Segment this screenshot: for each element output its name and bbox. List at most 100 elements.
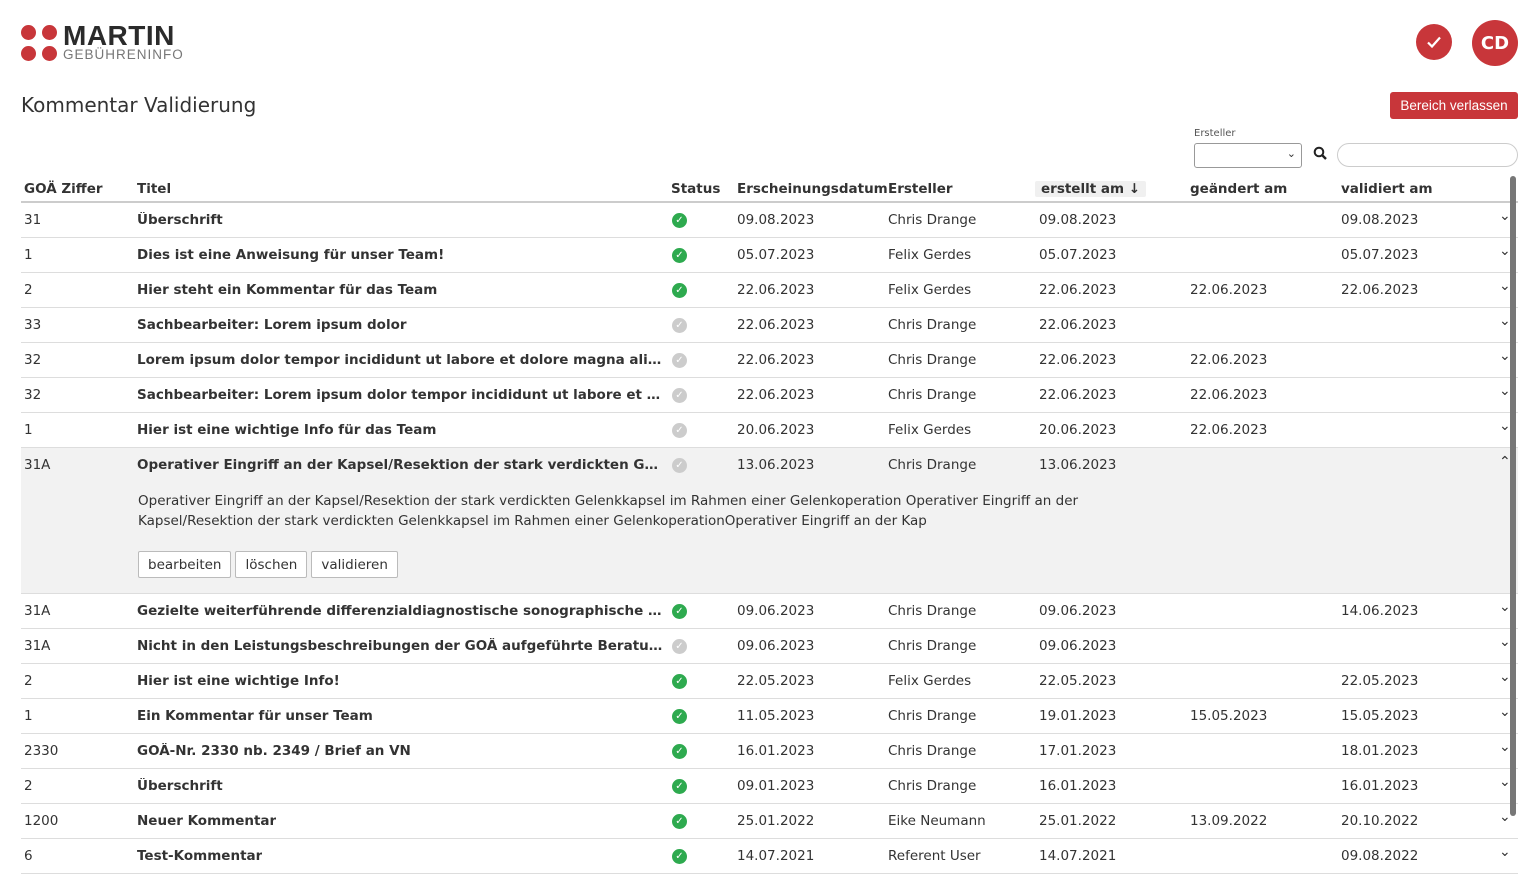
cell-goa: 2	[24, 778, 33, 794]
cell-changed: 22.06.2023	[1190, 282, 1268, 298]
page-title: Kommentar Validierung	[21, 93, 257, 117]
search-input[interactable]	[1337, 143, 1518, 167]
cell-author: Referent User	[888, 848, 981, 864]
cell-created: 09.08.2023	[1039, 212, 1117, 228]
column-header[interactable]: geändert am	[1190, 181, 1288, 197]
status-pending-icon: ✓	[672, 458, 687, 473]
cell-validated: 09.08.2022	[1341, 848, 1419, 864]
status-pending-icon: ✓	[672, 388, 687, 403]
cell-author: Felix Gerdes	[888, 422, 972, 438]
table-row[interactable]: 1 Hier ist eine wichtige Info für das Tea…	[21, 413, 1518, 448]
chevron-down-icon[interactable]: ⌄	[1499, 774, 1511, 790]
cell-author: Felix Gerdes	[888, 673, 972, 689]
table-row[interactable]: 31 Überschrift ✓ 09.08.2023 Chris Drange 09.0…	[21, 203, 1518, 238]
status-pending-icon: ✓	[672, 423, 687, 438]
table-row[interactable]: 32 Lorem ipsum dolor tempor incididunt ut…	[21, 343, 1518, 378]
cell-author: Chris Drange	[888, 778, 977, 794]
filter-author-select[interactable]: ⌄	[1194, 143, 1302, 168]
cell-pub: 09.08.2023	[737, 212, 815, 228]
table-row[interactable]: 31A Gezielte weiterführende differenziald…	[21, 594, 1518, 629]
validate-button[interactable]: validieren	[311, 551, 398, 578]
cell-pub: 09.06.2023	[737, 638, 815, 654]
chevron-down-icon[interactable]: ⌄	[1499, 313, 1511, 329]
cell-author: Chris Drange	[888, 457, 977, 473]
table-row[interactable]: 31A Nicht in den Leistungsbeschreibungen …	[21, 629, 1518, 664]
logo[interactable]: MARTIN GEBÜHRENINFO	[21, 20, 184, 62]
cell-pub: 22.06.2023	[737, 352, 815, 368]
table-row[interactable]: 2330 GOÄ-Nr. 2330 nb. 2349 / Brief an VN ✓…	[21, 734, 1518, 769]
cell-goa: 2	[24, 282, 33, 298]
cell-pub: 13.06.2023	[737, 457, 815, 473]
chevron-down-icon[interactable]: ⌄	[1499, 383, 1511, 399]
cell-created: 13.06.2023	[1039, 457, 1117, 473]
table-row[interactable]: 1200 Neuer Kommentar ✓ 25.01.2022 Eike Neuma…	[21, 804, 1518, 839]
column-header[interactable]: Status	[671, 181, 721, 197]
table-row[interactable]: 32 Sachbearbeiter: Lorem ipsum dolor temp…	[21, 378, 1518, 413]
column-header[interactable]: validiert am	[1341, 181, 1433, 197]
cell-pub: 09.06.2023	[737, 603, 815, 619]
cell-title: Dies ist eine Anweisung für unser Team!	[137, 247, 445, 263]
cell-changed: 22.06.2023	[1190, 352, 1268, 368]
cell-pub: 20.06.2023	[737, 422, 815, 438]
delete-button[interactable]: löschen	[235, 551, 308, 578]
table-row[interactable]: 6 Test-Kommentar ✓ 14.07.2021 Referent User 1…	[21, 839, 1518, 874]
search-icon[interactable]	[1313, 146, 1328, 161]
table-row[interactable]: 31A Operativer Eingriff an der Kapsel/Res…	[21, 448, 1518, 483]
chevron-down-icon[interactable]: ⌄	[1499, 278, 1511, 294]
column-header[interactable]: Ersteller	[888, 181, 953, 197]
cell-created: 16.01.2023	[1039, 778, 1117, 794]
chevron-down-icon[interactable]: ⌄	[1499, 704, 1511, 720]
cell-changed: 13.09.2022	[1190, 813, 1268, 829]
table-row[interactable]: 33 Sachbearbeiter: Lorem ipsum dolor ✓ 22.0…	[21, 308, 1518, 343]
cell-pub: 22.06.2023	[737, 282, 815, 298]
cell-goa: 1	[24, 247, 33, 263]
chevron-down-icon[interactable]: ⌄	[1499, 634, 1511, 650]
table-header: GOÄ Ziffer Titel Status Erscheinungsdatum Er…	[21, 176, 1518, 203]
brand-name: MARTIN	[63, 20, 175, 51]
status-valid-icon: ✓	[672, 283, 687, 298]
status-pending-icon: ✓	[672, 353, 687, 368]
logo-dots-icon	[21, 25, 57, 61]
column-header[interactable]: Erscheinungsdatum	[737, 181, 888, 197]
cell-goa: 1	[24, 422, 33, 438]
chevron-down-icon[interactable]: ⌄	[1499, 418, 1511, 434]
cell-pub: 11.05.2023	[737, 708, 815, 724]
exit-area-button[interactable]: Bereich verlassen	[1390, 92, 1518, 119]
edit-button[interactable]: bearbeiten	[138, 551, 232, 578]
avatar[interactable]: CD	[1472, 20, 1518, 66]
cell-goa: 2330	[24, 743, 59, 759]
cell-title: Sachbearbeiter: Lorem ipsum dolor tempor…	[137, 387, 665, 403]
cell-pub: 09.01.2023	[737, 778, 815, 794]
chevron-down-icon[interactable]: ⌄	[1499, 739, 1511, 755]
table-row[interactable]: 2 Überschrift ✓ 09.01.2023 Chris Drange 16.01…	[21, 769, 1518, 804]
chevron-down-icon[interactable]: ⌄	[1499, 348, 1511, 364]
sort-desc-icon: ↓	[1124, 181, 1141, 197]
status-pending-icon: ✓	[672, 318, 687, 333]
cell-changed: 22.06.2023	[1190, 422, 1268, 438]
cell-goa: 32	[24, 387, 42, 403]
chevron-down-icon[interactable]: ⌄	[1499, 809, 1511, 825]
table-row[interactable]: 1 Dies ist eine Anweisung für unser Team!…	[21, 238, 1518, 273]
cell-author: Chris Drange	[888, 603, 977, 619]
table-row[interactable]: 2 Hier steht ein Kommentar für das Team ✓ 2…	[21, 273, 1518, 308]
cell-title: Hier steht ein Kommentar für das Team	[137, 282, 438, 298]
column-header[interactable]: GOÄ Ziffer	[24, 181, 103, 197]
cell-title: Sachbearbeiter: Lorem ipsum dolor	[137, 317, 407, 333]
chevron-down-icon[interactable]: ⌄	[1499, 669, 1511, 685]
chevron-down-icon[interactable]: ⌄	[1499, 844, 1511, 860]
table-row[interactable]: 1 Ein Kommentar für unser Team ✓ 11.05.2023…	[21, 699, 1518, 734]
scrollbar[interactable]	[1510, 176, 1516, 816]
chevron-down-icon[interactable]: ⌄	[1499, 599, 1511, 615]
validate-check-button[interactable]	[1416, 24, 1452, 60]
chevron-down-icon[interactable]: ⌄	[1499, 208, 1511, 224]
column-header[interactable]: Titel	[137, 181, 172, 197]
column-header[interactable]: erstellt am ↓	[1035, 181, 1147, 197]
cell-author: Felix Gerdes	[888, 247, 972, 263]
cell-goa: 6	[24, 848, 33, 864]
chevron-down-icon[interactable]: ⌄	[1499, 243, 1511, 259]
table-row[interactable]: 2 Hier ist eine wichtige Info! ✓ 22.05.2023…	[21, 664, 1518, 699]
check-icon	[1427, 36, 1441, 49]
chevron-down-icon: ⌄	[1286, 147, 1296, 160]
chevron-up-icon[interactable]: ⌃	[1499, 454, 1511, 470]
cell-author: Chris Drange	[888, 638, 977, 654]
